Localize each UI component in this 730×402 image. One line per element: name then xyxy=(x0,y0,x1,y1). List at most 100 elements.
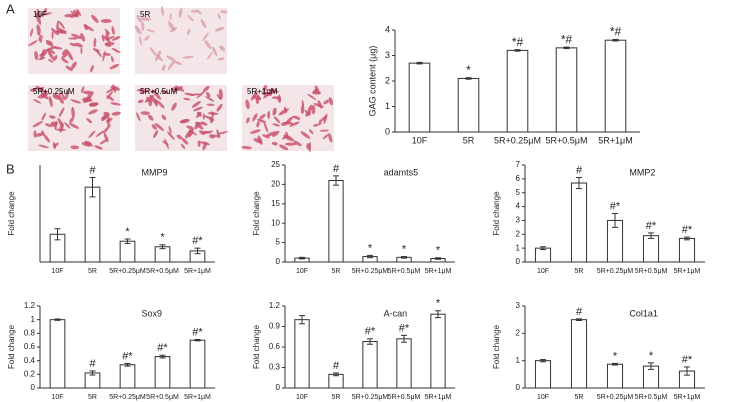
y-tick-label: 3 xyxy=(516,301,521,310)
cell xyxy=(313,91,321,95)
y-tick-label: 0 xyxy=(516,257,521,266)
cell xyxy=(106,91,113,100)
significance-label: # xyxy=(576,164,583,176)
cell xyxy=(307,93,317,100)
cell xyxy=(105,117,113,123)
cell xyxy=(35,132,44,137)
y-tick-label: 0.3 xyxy=(269,363,281,372)
bar xyxy=(555,47,578,133)
bar xyxy=(642,235,660,263)
x-tick-label: 5R+0.25μM xyxy=(109,268,146,275)
y-tick-label: 6 xyxy=(516,174,521,183)
y-tick-label: 1 xyxy=(516,243,521,252)
cell xyxy=(283,106,287,114)
cell xyxy=(57,117,64,128)
x-tick-label: 10F xyxy=(537,268,549,275)
significance-label: #* xyxy=(399,322,410,334)
bar xyxy=(430,313,446,389)
x-tick-label: 5R xyxy=(332,268,341,275)
cell xyxy=(44,123,53,128)
cell xyxy=(156,100,165,109)
cell xyxy=(111,26,115,35)
cell xyxy=(95,49,103,58)
cell xyxy=(200,18,207,29)
cell xyxy=(34,12,42,18)
bar xyxy=(604,39,627,133)
y-tick-label: 0.8 xyxy=(24,328,36,337)
cell xyxy=(76,8,82,16)
cell xyxy=(49,115,56,119)
cell xyxy=(262,134,270,139)
significance-label: * xyxy=(125,226,130,238)
x-tick-label: 5R xyxy=(332,394,341,401)
cell xyxy=(214,26,225,32)
cell xyxy=(80,33,86,42)
cell xyxy=(205,96,215,102)
cell xyxy=(50,28,60,36)
cell xyxy=(74,42,83,48)
bar xyxy=(119,364,136,389)
cell xyxy=(84,98,93,103)
x-tick-label: 5R+0.25μM xyxy=(352,268,389,275)
x-tick-label: 5R+0.5μM xyxy=(635,394,668,401)
significance-label: # xyxy=(89,358,96,370)
y-tick-label: 1 xyxy=(385,101,390,111)
cell xyxy=(111,47,121,54)
cell xyxy=(182,55,194,59)
cell xyxy=(199,130,205,136)
x-tick-label: 5R+1μM xyxy=(674,394,701,401)
cell xyxy=(141,21,145,32)
cell xyxy=(81,142,92,147)
cell xyxy=(61,52,69,60)
cell xyxy=(33,99,42,104)
cell xyxy=(217,13,221,20)
bar xyxy=(506,49,529,133)
y-tick-label: 1 xyxy=(516,356,521,365)
cell xyxy=(181,137,189,145)
cell xyxy=(32,121,43,128)
cell xyxy=(65,90,69,100)
cell xyxy=(104,43,112,47)
significance-label: #* xyxy=(610,200,621,212)
y-tick-label: 2 xyxy=(516,328,521,337)
y-tick-label: 2 xyxy=(385,75,390,85)
cell xyxy=(249,129,261,134)
cell xyxy=(61,93,66,101)
y-axis-label: Fold change xyxy=(252,191,261,236)
cell xyxy=(205,91,211,98)
x-tick-label: 5R+1μM xyxy=(674,268,701,275)
cell xyxy=(71,33,82,39)
cell xyxy=(152,90,162,100)
cell xyxy=(278,94,282,102)
cell xyxy=(40,93,50,99)
y-axis-label: Fold change xyxy=(7,324,16,369)
bar xyxy=(606,363,624,389)
micrograph: 5R+0.25uM xyxy=(28,83,121,151)
cell xyxy=(320,115,327,122)
cell xyxy=(68,37,78,40)
cell xyxy=(263,121,269,133)
cell xyxy=(309,129,314,135)
significance-label: * xyxy=(436,245,441,257)
cell xyxy=(87,91,94,99)
significance-label: *# xyxy=(512,35,524,49)
cell xyxy=(301,99,305,108)
x-tick-label: 10F xyxy=(51,268,63,275)
cell xyxy=(160,90,169,94)
cell xyxy=(71,106,75,119)
cell xyxy=(186,125,194,130)
significance-label: #* xyxy=(682,224,693,236)
y-tick-label: 1.2 xyxy=(269,301,281,310)
bar xyxy=(84,186,101,263)
cell xyxy=(69,42,77,47)
y-axis-label: Fold change xyxy=(7,191,16,236)
cell xyxy=(35,85,45,93)
cell xyxy=(88,109,98,115)
cell xyxy=(50,123,56,127)
cell xyxy=(112,83,116,93)
y-tick-label: 1 xyxy=(31,315,36,324)
cell xyxy=(200,121,208,126)
image-label: 5R+1uM xyxy=(247,87,278,96)
y-tick-label: 0.6 xyxy=(269,342,281,351)
bar xyxy=(328,373,344,389)
